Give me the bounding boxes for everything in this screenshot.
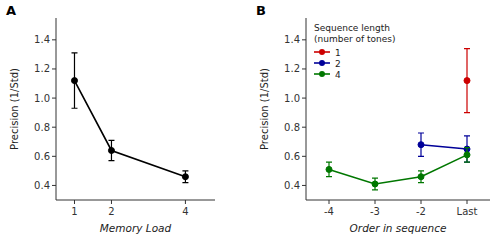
legend-title-line: Sequence length bbox=[314, 23, 390, 33]
point bbox=[108, 147, 114, 153]
x-tick bbox=[467, 200, 468, 204]
series-line bbox=[329, 155, 467, 184]
x-tick bbox=[329, 200, 330, 204]
y-tick bbox=[302, 185, 306, 186]
x-axis-label: Order in sequence bbox=[350, 222, 447, 234]
y-tick bbox=[302, 127, 306, 128]
panel-label: B bbox=[256, 3, 266, 18]
error-bar bbox=[464, 148, 470, 163]
y-tick bbox=[52, 68, 56, 69]
error-bar bbox=[71, 53, 77, 108]
legend-title: Sequence length(number of tones) bbox=[314, 23, 396, 44]
y-tick-label: 1.4 bbox=[284, 34, 300, 45]
error-bar bbox=[372, 178, 378, 190]
x-tick bbox=[375, 200, 376, 204]
point bbox=[464, 78, 470, 84]
error-bar bbox=[464, 49, 470, 113]
series-line bbox=[421, 145, 467, 149]
x-tick bbox=[185, 200, 186, 204]
y-tick-label: 1.0 bbox=[34, 93, 50, 104]
x-axis-line bbox=[306, 200, 490, 201]
background bbox=[0, 0, 500, 252]
plot-area bbox=[326, 49, 470, 190]
legend-label: 1 bbox=[335, 48, 341, 58]
x-axis-label: Memory Load bbox=[100, 222, 172, 234]
y-tick-label: 0.8 bbox=[34, 122, 50, 133]
x-tick bbox=[421, 200, 422, 204]
y-tick-label: 0.6 bbox=[34, 151, 50, 162]
y-axis-label: Precision (1/Std) bbox=[9, 68, 20, 150]
point bbox=[464, 152, 470, 158]
error-bar bbox=[418, 171, 424, 183]
point bbox=[418, 174, 424, 180]
y-tick bbox=[52, 98, 56, 99]
y-tick-label: 0.8 bbox=[284, 122, 300, 133]
y-tick-label: 1.2 bbox=[284, 63, 300, 74]
x-axis-line bbox=[56, 200, 215, 201]
y-tick bbox=[302, 39, 306, 40]
y-tick-label: 0.6 bbox=[284, 151, 300, 162]
y-axis-line bbox=[56, 18, 57, 200]
y-axis-line bbox=[306, 18, 307, 200]
error-bar bbox=[418, 133, 424, 156]
legend-label: 4 bbox=[335, 70, 341, 80]
point bbox=[326, 166, 332, 172]
panel: 0.4 0.6 0.8 1.0 1.2 1.4 -4 -3 -2 Last Order in seq… bbox=[256, 3, 490, 234]
point bbox=[182, 174, 188, 180]
y-tick-label: 0.4 bbox=[34, 180, 50, 191]
error-bar bbox=[464, 136, 470, 162]
legend-marker bbox=[319, 49, 325, 55]
y-axis-label: Precision (1/Std) bbox=[259, 68, 270, 150]
legend-marker bbox=[319, 71, 325, 77]
legend: Sequence length(number of tones) 124 bbox=[314, 23, 396, 80]
y-tick bbox=[52, 127, 56, 128]
x-tick-label: -3 bbox=[370, 206, 380, 217]
y-tick-label: 0.4 bbox=[284, 180, 300, 191]
error-bar bbox=[182, 171, 188, 183]
legend-label: 2 bbox=[335, 59, 341, 69]
legend-title-line: (number of tones) bbox=[314, 34, 396, 44]
point bbox=[71, 78, 77, 84]
x-tick bbox=[74, 200, 75, 204]
y-tick bbox=[52, 185, 56, 186]
plot-area bbox=[71, 53, 188, 183]
y-tick bbox=[52, 156, 56, 157]
y-tick bbox=[302, 98, 306, 99]
x-tick bbox=[111, 200, 112, 204]
chart-figure: 0.40.60.81.01.21.4124Memory LoadPrecisio… bbox=[0, 0, 500, 252]
panel-label: A bbox=[6, 3, 16, 18]
y-tick-label: 1.0 bbox=[284, 93, 300, 104]
error-bar bbox=[108, 140, 114, 160]
y-tick-label: 1.4 bbox=[34, 34, 50, 45]
x-tick-label: Last bbox=[457, 206, 478, 217]
x-tick-label: -4 bbox=[324, 206, 334, 217]
x-tick-label: 1 bbox=[71, 206, 77, 217]
series-line bbox=[74, 81, 185, 177]
y-tick bbox=[302, 68, 306, 69]
point bbox=[372, 181, 378, 187]
y-tick bbox=[52, 39, 56, 40]
error-bar bbox=[326, 162, 332, 177]
y-tick-label: 1.2 bbox=[34, 63, 50, 74]
x-tick-label: 2 bbox=[108, 206, 114, 217]
legend-marker bbox=[319, 60, 325, 66]
x-tick-label: 4 bbox=[182, 206, 188, 217]
point bbox=[418, 142, 424, 148]
x-tick-label: -2 bbox=[416, 206, 426, 217]
y-tick bbox=[302, 156, 306, 157]
panel: 0.4 0.6 0.8 1.0 1.2 1.4 1 2 4 Memory Load Precisio… bbox=[6, 3, 215, 234]
